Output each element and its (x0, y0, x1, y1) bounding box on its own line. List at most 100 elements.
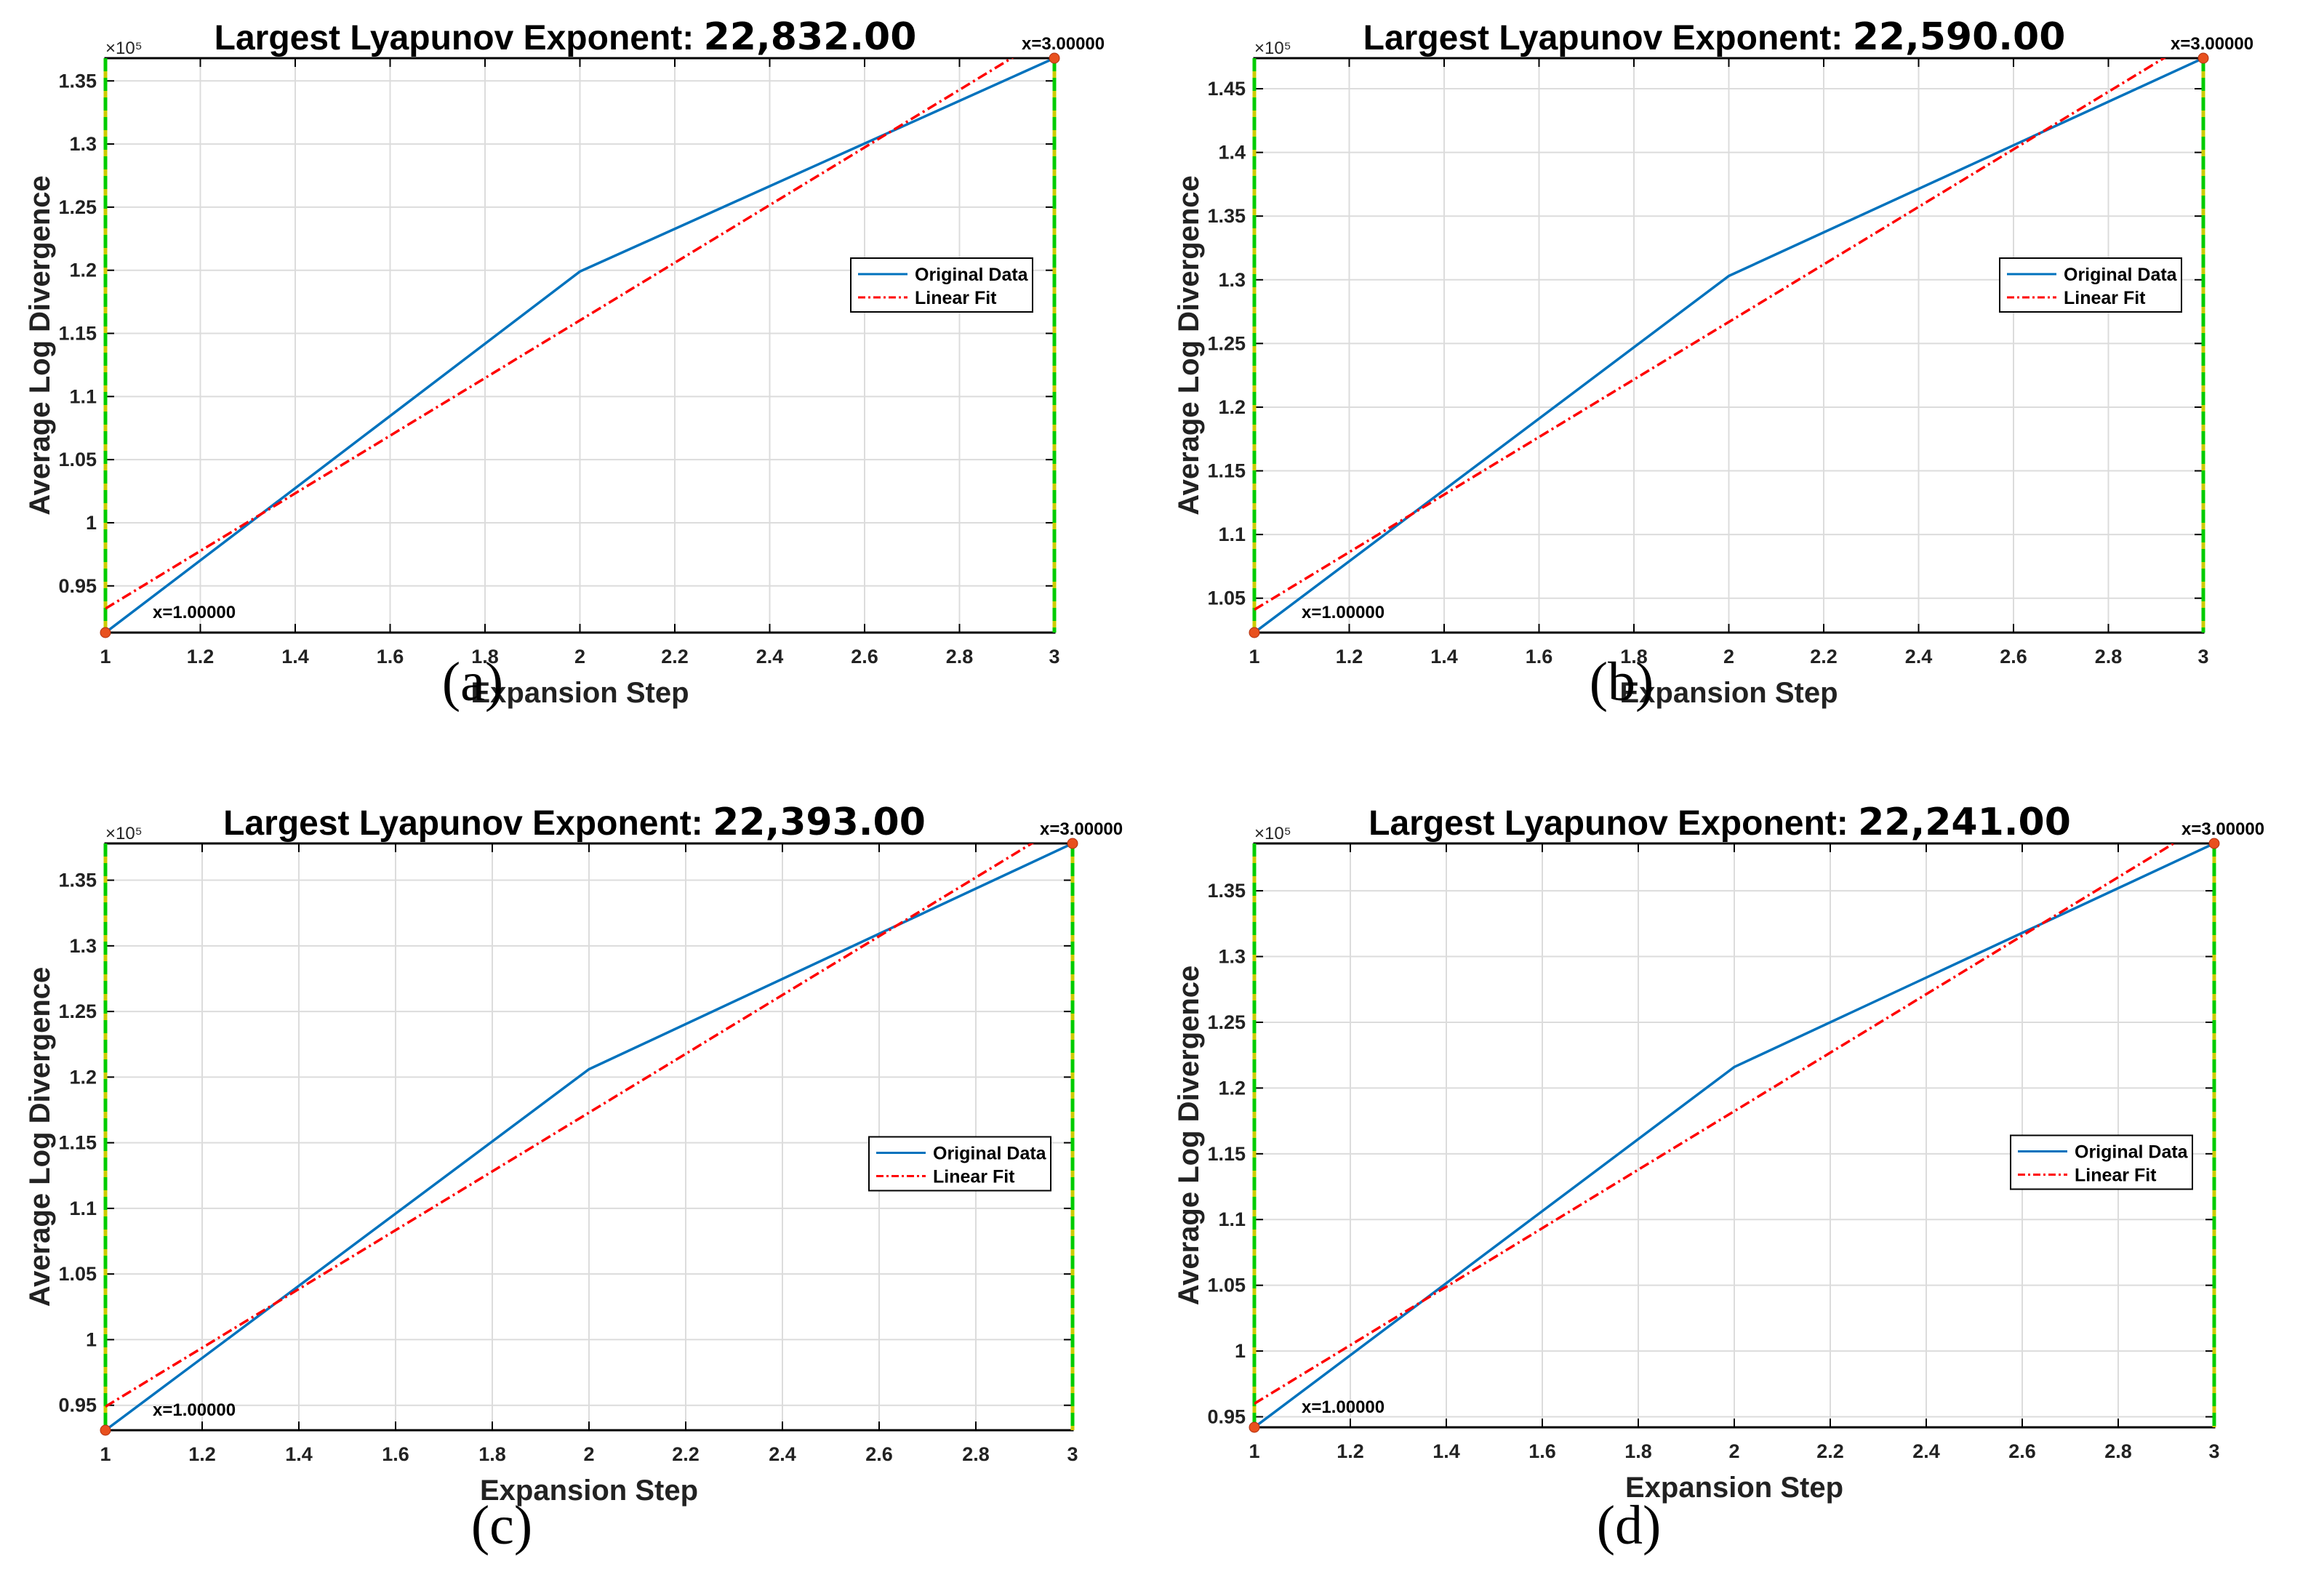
y-tick-label: 1.2 (1218, 396, 1246, 418)
x-tick-label: 3 (1067, 1443, 1078, 1465)
y-tick-label: 0.95 (58, 1395, 97, 1416)
y-tick-label: 1.05 (1207, 1275, 1246, 1296)
y-tick-label: 1.25 (58, 1000, 97, 1022)
y-tick-label: 1.15 (1207, 460, 1246, 482)
x-tick-label: 2 (583, 1443, 594, 1465)
legend: Original Data Linear Fit (868, 1136, 1051, 1192)
y-tick-label: 1.4 (1218, 142, 1246, 164)
legend-box (850, 257, 1033, 313)
chart-title: Largest Lyapunov Exponent: 22,832.00 (215, 15, 917, 59)
y-tick-label: 1.3 (69, 133, 97, 155)
y-tick-label: 1.15 (58, 323, 97, 345)
y-exponent-label: ×10⁵ (105, 39, 143, 58)
y-axis-label: Average Log Divergence (1173, 175, 1205, 516)
y-tick-label: 1.2 (69, 1066, 97, 1088)
legend-box (1999, 257, 2182, 313)
x-tick-label: 1.8 (1620, 646, 1648, 667)
y-tick-label: 1.2 (1218, 1077, 1246, 1099)
caption-a: (a) (441, 651, 504, 713)
x-tick-label: 1.4 (285, 1443, 313, 1465)
y-tick-label: 1.3 (1218, 269, 1246, 291)
datapoint-marker (100, 1424, 111, 1436)
y-tick-label: 1.45 (1207, 78, 1246, 100)
chart-title: Largest Lyapunov Exponent: 22,241.00 (1369, 801, 2071, 844)
x-tick-label: 2.4 (756, 646, 784, 667)
x-tick-label: 1 (1249, 646, 1259, 667)
legend-linear-fit-label: Linear Fit (2075, 1166, 2157, 1186)
legend-original-data-label: Original Data (2064, 265, 2178, 285)
chart-title-prefix: Largest Lyapunov Exponent: (1363, 19, 1853, 57)
y-tick-label: 1.05 (58, 1263, 97, 1285)
chart-panel-d: 1 1.2 1.4 1.6 1.8 2 2.2 2.4 2.6 2.8 3 0.95 1 1.05 1.1 1… (1149, 796, 2298, 1556)
chart-title-prefix: Largest Lyapunov Exponent: (223, 804, 713, 843)
legend-linear-fit-label: Linear Fit (915, 288, 997, 308)
datapoint-marker (1049, 52, 1060, 64)
x-tick-label: 1.4 (281, 646, 309, 667)
caption-d: (d) (1596, 1495, 1662, 1556)
y-tick-label: 1 (86, 512, 97, 534)
chart-title: Largest Lyapunov Exponent: 22,393.00 (223, 801, 926, 844)
legend-original-data-label: Original Data (2075, 1142, 2189, 1163)
x-tick-label: 2.2 (672, 1443, 700, 1465)
y-tick-label: 1.3 (1218, 946, 1246, 968)
original-data-line (105, 843, 1073, 1430)
x-tick-label: 1.6 (1526, 646, 1553, 667)
caption-b: (b) (1589, 651, 1654, 713)
x-tick-label: 1.4 (1433, 1440, 1460, 1462)
y-tick-label: 0.95 (1207, 1406, 1246, 1428)
start-point-annotation: x=1.00000 (153, 603, 236, 622)
datapoint-marker (2197, 52, 2209, 64)
x-tick-label: 1.4 (1430, 646, 1458, 667)
x-axis-label: Expansion Step (1625, 1472, 1843, 1504)
chart-d-svg: 1 1.2 1.4 1.6 1.8 2 2.2 2.4 2.6 2.8 30.9511.051.11… (1173, 801, 2264, 1504)
chart-title-prefix: Largest Lyapunov Exponent: (215, 19, 704, 57)
chart-panel-a: 1 1.2 1.4 1.6 1.8 2 2.2 2.4 2.6 2.8 3 0.95 1 1.05 1.1 1… (0, 0, 1149, 731)
chart-title: Largest Lyapunov Exponent: 22,590.00 (1363, 15, 2066, 59)
x-tick-label: 2.2 (661, 646, 689, 667)
x-tick-label: 2.8 (962, 1443, 990, 1465)
y-tick-label: 1.1 (69, 385, 97, 407)
linear-fit-line (1254, 843, 2176, 1405)
y-exponent-label: ×10⁵ (105, 824, 143, 843)
x-tick-label: 1.2 (1336, 646, 1363, 667)
x-tick-label: 2 (574, 646, 585, 667)
y-tick-label: 1.2 (69, 260, 97, 281)
y-tick-label: 1.25 (58, 196, 97, 218)
x-tick-label: 1.6 (1528, 1440, 1556, 1462)
legend-original-data-label: Original Data (933, 1144, 1047, 1164)
legend-box (2010, 1134, 2193, 1190)
x-tick-label: 2.4 (1905, 646, 1933, 667)
x-tick-label: 1.2 (188, 1443, 216, 1465)
chart-b-svg: 1 1.2 1.4 1.6 1.8 2 2.2 2.4 2.6 2.8 3 1.05 1.1 1.15 1.… (1173, 15, 2253, 709)
y-tick-label: 1.15 (1207, 1143, 1246, 1165)
datapoint-marker (1249, 1421, 1260, 1433)
end-point-annotation: x=3.00000 (2171, 34, 2253, 54)
x-tick-label: 1.2 (187, 646, 215, 667)
x-tick-label: 1.6 (377, 646, 404, 667)
y-exponent-label: ×10⁵ (1254, 39, 1291, 58)
x-tick-label: 2 (1728, 1440, 1739, 1462)
x-tick-label: 3 (1049, 646, 1059, 667)
datapoint-marker (2208, 838, 2220, 849)
chart-title-value: 22,590.00 (1853, 15, 2066, 59)
legend: Original Data Linear Fit (850, 257, 1033, 313)
x-tick-label: 1.8 (471, 646, 499, 667)
x-axis-label: Expansion Step (480, 1475, 698, 1507)
x-tick-label: 2.6 (2000, 646, 2027, 667)
x-tick-label: 2.6 (851, 646, 878, 667)
y-tick-label: 1.15 (58, 1132, 97, 1154)
start-point-annotation: x=1.00000 (1302, 603, 1385, 622)
chart-title-value: 22,832.00 (704, 15, 917, 59)
datapoint-marker (1067, 838, 1078, 849)
y-tick-label: 1.25 (1207, 1011, 1246, 1033)
x-tick-label: 3 (2208, 1440, 2219, 1462)
x-tick-label: 3 (2197, 646, 2208, 667)
y-tick-label: 1.1 (1218, 524, 1246, 545)
chart-panel-b: 1 1.2 1.4 1.6 1.8 2 2.2 2.4 2.6 2.8 3 1.05 1.1 1.15 1.… (1149, 0, 2298, 731)
legend-original-data-label: Original Data (915, 265, 1029, 285)
x-tick-label: 2.4 (1912, 1440, 1940, 1462)
y-axis-label: Average Log Divergence (24, 175, 56, 516)
x-tick-label: 2.6 (2008, 1440, 2036, 1462)
end-point-annotation: x=3.00000 (1022, 34, 1105, 54)
start-point-annotation: x=1.00000 (1302, 1397, 1385, 1417)
